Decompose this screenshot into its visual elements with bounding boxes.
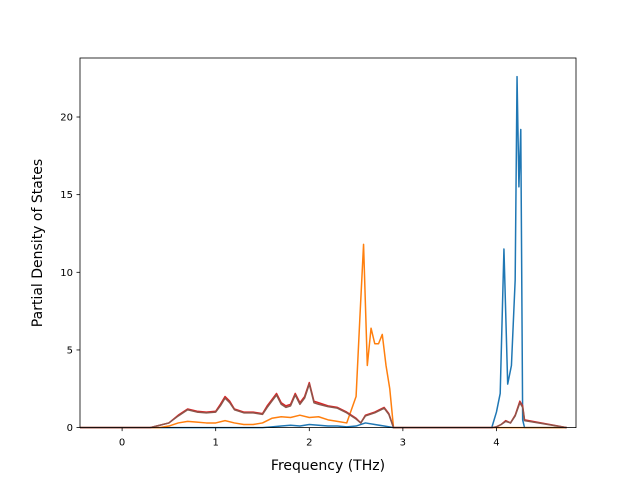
y-tick-label: 15 xyxy=(60,190,73,201)
series-line-2 xyxy=(80,243,567,429)
y-tick-label: 5 xyxy=(67,345,73,356)
x-tick-label: 2 xyxy=(306,438,312,449)
y-tick-label: 10 xyxy=(60,268,73,279)
x-tick-label: 1 xyxy=(213,438,219,449)
x-tick-label: 3 xyxy=(400,438,406,449)
x-axis-ticks: 0 1 2 3 4 xyxy=(119,427,500,449)
x-axis-label: Frequency (THz) xyxy=(271,458,385,474)
series-line-1 xyxy=(80,75,567,429)
y-tick-label: 20 xyxy=(60,113,73,124)
y-tick-label: 0 xyxy=(67,423,73,434)
y-axis-ticks: 0 5 10 15 20 xyxy=(60,113,80,434)
plot-lines xyxy=(80,75,567,429)
plot-frame xyxy=(79,57,577,429)
x-tick-label: 4 xyxy=(493,438,499,449)
x-tick-label: 0 xyxy=(119,438,125,449)
series-line-4 xyxy=(80,383,567,429)
y-axis-label: Partial Density of States xyxy=(30,159,46,327)
